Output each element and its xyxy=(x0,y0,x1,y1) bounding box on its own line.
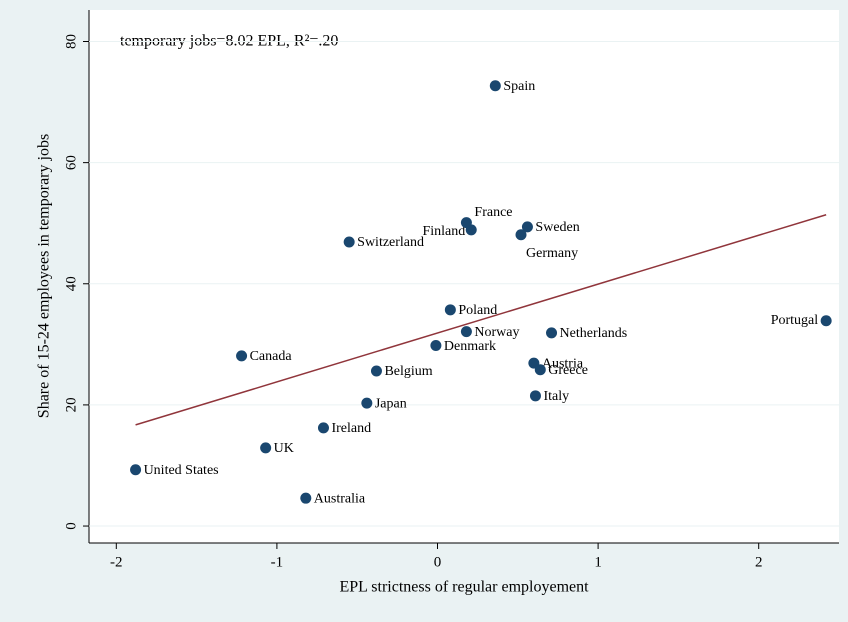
plot-area xyxy=(89,10,839,543)
point xyxy=(430,340,442,352)
point-label: Finland xyxy=(422,224,465,239)
point xyxy=(361,397,373,409)
point xyxy=(444,304,456,316)
x-tick-label: 0 xyxy=(434,554,442,570)
x-tick-label: -1 xyxy=(271,554,284,570)
x-tick-label: 1 xyxy=(594,554,602,570)
point-label: Portugal xyxy=(771,313,819,328)
point xyxy=(317,422,329,434)
point-label: Italy xyxy=(543,389,569,404)
point xyxy=(236,350,248,362)
point-label: Sweden xyxy=(535,220,579,235)
point xyxy=(343,236,355,248)
point xyxy=(260,442,272,454)
point xyxy=(521,221,533,233)
x-tick-label: 2 xyxy=(755,554,763,570)
point xyxy=(489,80,501,92)
point-label: Switzerland xyxy=(357,235,424,250)
y-tick-label: 0 xyxy=(63,522,79,530)
point-label: United States xyxy=(144,463,219,478)
point xyxy=(130,464,142,476)
point xyxy=(460,217,472,229)
y-tick-label: 80 xyxy=(63,34,79,49)
point xyxy=(820,315,832,327)
point xyxy=(529,390,541,402)
y-tick-label: 40 xyxy=(63,276,79,291)
y-axis-label: Share of 15-24 employees in temporary jo… xyxy=(36,134,53,418)
point-label: Spain xyxy=(503,79,535,94)
y-tick-label: 60 xyxy=(63,155,79,170)
point xyxy=(370,365,382,377)
point-label: Germany xyxy=(526,246,578,261)
point-label: Netherlands xyxy=(560,326,628,341)
point xyxy=(546,327,558,339)
point-label: Japan xyxy=(375,396,407,411)
point-label: Poland xyxy=(458,303,497,318)
x-axis-label: EPL strictness of regular employement xyxy=(339,579,589,596)
fit-line xyxy=(135,214,827,426)
point-label: Norway xyxy=(474,325,519,340)
point xyxy=(515,229,527,241)
point-label: Austria xyxy=(542,356,584,371)
point-label: Australia xyxy=(314,491,366,506)
point xyxy=(460,326,472,338)
point xyxy=(300,492,312,504)
point-label: Belgium xyxy=(384,364,432,379)
point-label: UK xyxy=(274,441,294,456)
point-label: France xyxy=(474,205,512,220)
point-label: Canada xyxy=(250,349,293,364)
x-tick-label: -2 xyxy=(110,554,123,570)
point xyxy=(534,364,546,376)
point-label: Denmark xyxy=(444,339,496,354)
y-tick-label: 20 xyxy=(63,397,79,412)
point-label: Greece xyxy=(548,363,588,378)
point-label: Ireland xyxy=(331,421,371,436)
